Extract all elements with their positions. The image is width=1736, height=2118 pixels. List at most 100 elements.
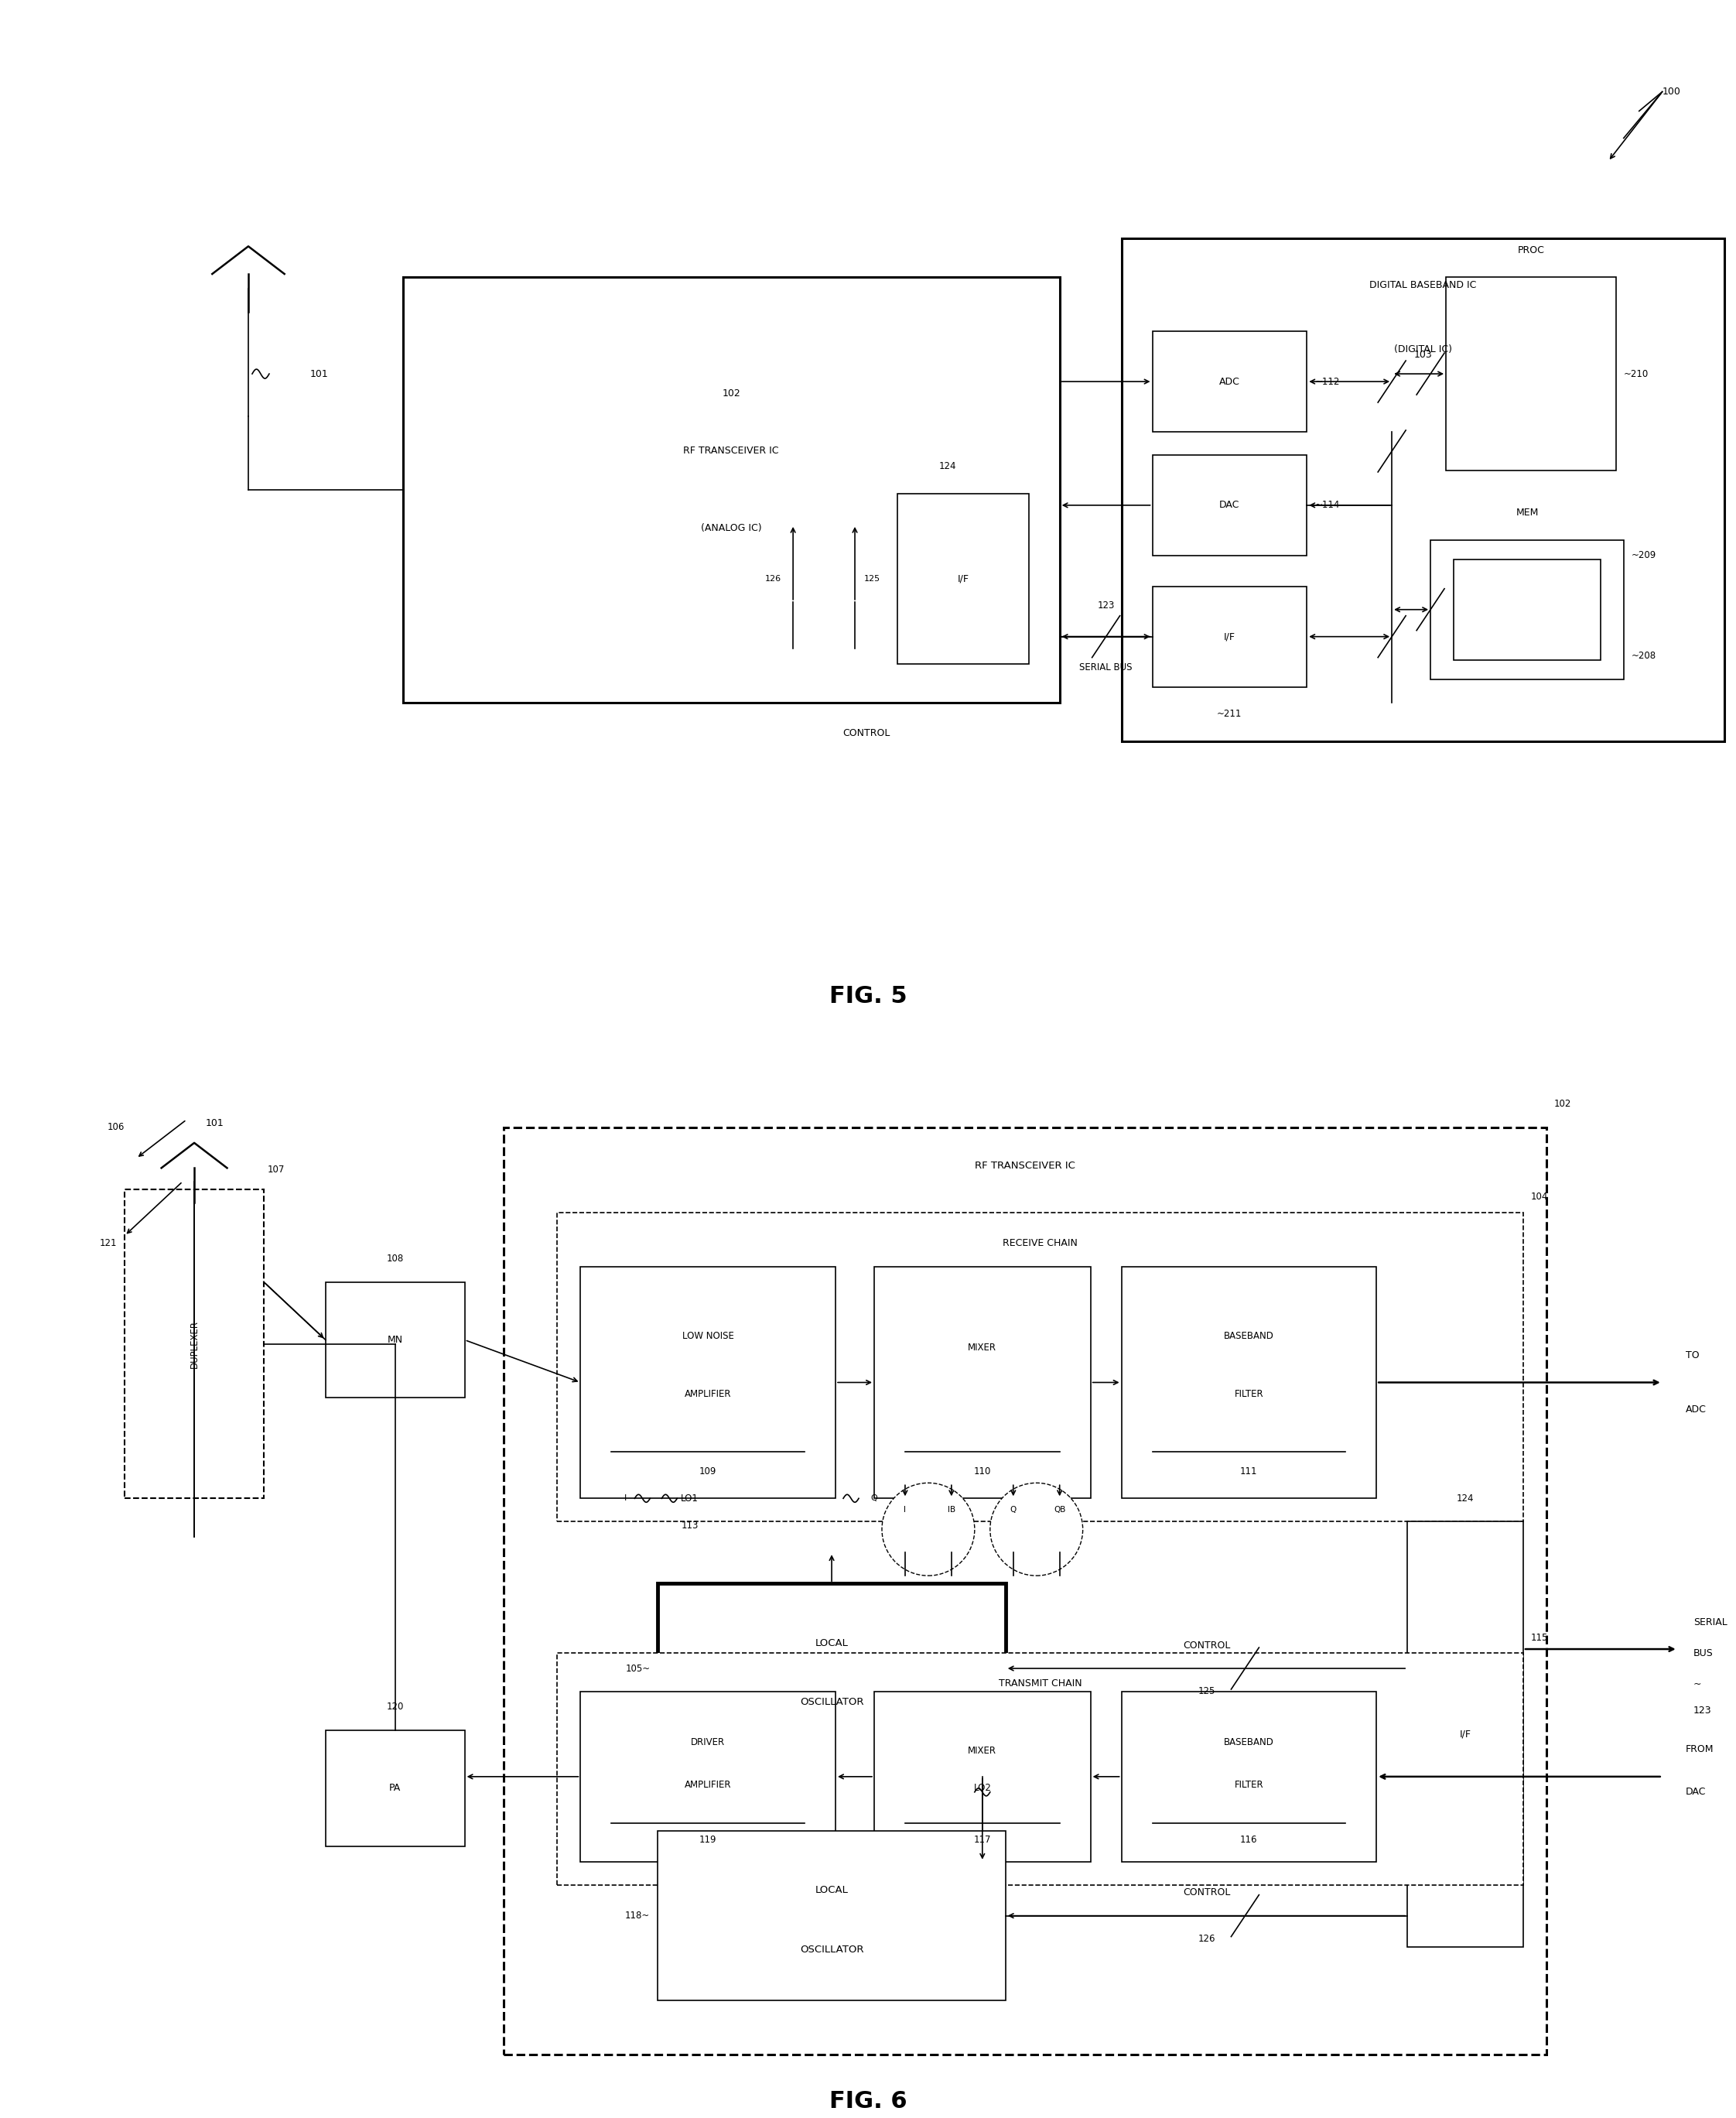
Text: SERIAL BUS: SERIAL BUS — [1080, 663, 1132, 674]
Text: 121: 121 — [99, 1239, 116, 1248]
Text: RECEIVE CHAIN: RECEIVE CHAIN — [1003, 1239, 1078, 1248]
FancyBboxPatch shape — [1121, 239, 1724, 741]
Text: Q: Q — [870, 1495, 877, 1502]
Text: RF TRANSCEIVER IC: RF TRANSCEIVER IC — [974, 1161, 1075, 1171]
Text: CONTROL: CONTROL — [1182, 1639, 1231, 1650]
Text: 109: 109 — [700, 1466, 717, 1476]
Text: FIG. 5: FIG. 5 — [830, 985, 906, 1008]
Text: 111: 111 — [1240, 1466, 1257, 1476]
FancyBboxPatch shape — [326, 1281, 465, 1398]
Text: 102: 102 — [1554, 1099, 1571, 1110]
Text: 118~: 118~ — [625, 1910, 649, 1921]
Text: IB: IB — [948, 1506, 955, 1514]
Text: ADC: ADC — [1219, 377, 1240, 388]
Text: 125: 125 — [865, 574, 880, 582]
Text: LO1: LO1 — [681, 1493, 698, 1504]
Text: LO2: LO2 — [974, 1783, 991, 1794]
Text: 126: 126 — [1198, 1934, 1215, 1944]
Text: I/F: I/F — [957, 574, 969, 585]
Text: DAC: DAC — [1686, 1788, 1706, 1796]
Text: BASEBAND: BASEBAND — [1224, 1737, 1274, 1747]
Text: ~114: ~114 — [1314, 500, 1340, 510]
Text: ~: ~ — [1693, 1680, 1701, 1688]
Text: 101: 101 — [207, 1118, 224, 1129]
Text: I/F: I/F — [1460, 1728, 1470, 1739]
Text: DAC: DAC — [1219, 500, 1240, 510]
Text: FROM: FROM — [1686, 1745, 1713, 1754]
Text: AMPLIFIER: AMPLIFIER — [684, 1779, 731, 1790]
Text: 123: 123 — [1097, 602, 1115, 610]
FancyBboxPatch shape — [1453, 559, 1601, 661]
FancyBboxPatch shape — [875, 1267, 1090, 1497]
Text: BASEBAND: BASEBAND — [1224, 1330, 1274, 1341]
Text: BUS: BUS — [1693, 1648, 1713, 1658]
Text: 125: 125 — [1198, 1686, 1215, 1697]
Text: 120: 120 — [387, 1703, 404, 1711]
FancyBboxPatch shape — [1121, 1692, 1377, 1862]
Text: LOCAL: LOCAL — [816, 1885, 849, 1896]
Text: DUPLEXER: DUPLEXER — [189, 1320, 200, 1368]
Text: CONTROL: CONTROL — [1182, 1887, 1231, 1898]
Text: CONTROL: CONTROL — [842, 729, 891, 739]
Text: 123: 123 — [1693, 1705, 1712, 1716]
FancyBboxPatch shape — [403, 277, 1059, 703]
Text: 101: 101 — [311, 369, 328, 379]
Text: AMPLIFIER: AMPLIFIER — [684, 1389, 731, 1400]
Text: 116: 116 — [1240, 1834, 1257, 1845]
Text: 115: 115 — [1531, 1633, 1549, 1644]
Text: LOCAL: LOCAL — [816, 1637, 849, 1648]
FancyBboxPatch shape — [1408, 1521, 1522, 1946]
FancyBboxPatch shape — [125, 1188, 264, 1497]
Text: ~209: ~209 — [1632, 551, 1656, 561]
FancyBboxPatch shape — [326, 1730, 465, 1847]
Text: 117: 117 — [974, 1834, 991, 1845]
Text: ~211: ~211 — [1217, 710, 1243, 718]
FancyBboxPatch shape — [557, 1211, 1522, 1521]
Text: 100: 100 — [1663, 87, 1680, 97]
FancyBboxPatch shape — [557, 1652, 1522, 1885]
Text: I: I — [904, 1506, 906, 1514]
Text: ~208: ~208 — [1632, 650, 1656, 661]
Text: 102: 102 — [722, 388, 741, 398]
Text: 105~: 105~ — [625, 1663, 649, 1673]
FancyBboxPatch shape — [1153, 330, 1307, 432]
FancyBboxPatch shape — [1430, 540, 1623, 680]
Text: MEM: MEM — [1516, 508, 1538, 519]
Ellipse shape — [990, 1483, 1083, 1576]
Text: MIXER: MIXER — [969, 1343, 996, 1353]
Text: 110: 110 — [974, 1466, 991, 1476]
Text: I/F: I/F — [1224, 631, 1236, 642]
Text: (DIGITAL IC): (DIGITAL IC) — [1394, 343, 1451, 354]
Text: 103: 103 — [1413, 349, 1432, 360]
Text: Q: Q — [1010, 1506, 1017, 1514]
Text: MN: MN — [387, 1334, 403, 1345]
Text: FILTER: FILTER — [1234, 1779, 1264, 1790]
FancyBboxPatch shape — [580, 1692, 835, 1862]
Text: QB: QB — [1054, 1506, 1066, 1514]
Text: ADC: ADC — [1686, 1404, 1706, 1415]
Text: 108: 108 — [387, 1254, 404, 1264]
Text: ~112: ~112 — [1314, 377, 1340, 388]
Text: DRIVER: DRIVER — [691, 1737, 726, 1747]
FancyBboxPatch shape — [503, 1127, 1547, 2054]
FancyBboxPatch shape — [580, 1267, 835, 1497]
FancyBboxPatch shape — [1153, 455, 1307, 555]
Ellipse shape — [882, 1483, 974, 1576]
FancyBboxPatch shape — [658, 1584, 1005, 1754]
Text: RF TRANSCEIVER IC: RF TRANSCEIVER IC — [684, 447, 779, 455]
Text: 124: 124 — [1457, 1493, 1474, 1504]
Text: TRANSMIT CHAIN: TRANSMIT CHAIN — [998, 1680, 1082, 1688]
Text: FIG. 6: FIG. 6 — [830, 2090, 906, 2112]
FancyBboxPatch shape — [1153, 587, 1307, 686]
Text: TO: TO — [1686, 1351, 1700, 1360]
FancyBboxPatch shape — [658, 1830, 1005, 2002]
Text: 119: 119 — [700, 1834, 717, 1845]
FancyBboxPatch shape — [898, 493, 1029, 663]
Text: I: I — [625, 1495, 627, 1502]
FancyBboxPatch shape — [1121, 1267, 1377, 1497]
Text: LOW NOISE: LOW NOISE — [682, 1330, 734, 1341]
FancyBboxPatch shape — [1446, 277, 1616, 470]
Text: 107: 107 — [267, 1165, 285, 1175]
Text: ~210: ~210 — [1623, 369, 1649, 379]
Text: FILTER: FILTER — [1234, 1389, 1264, 1400]
